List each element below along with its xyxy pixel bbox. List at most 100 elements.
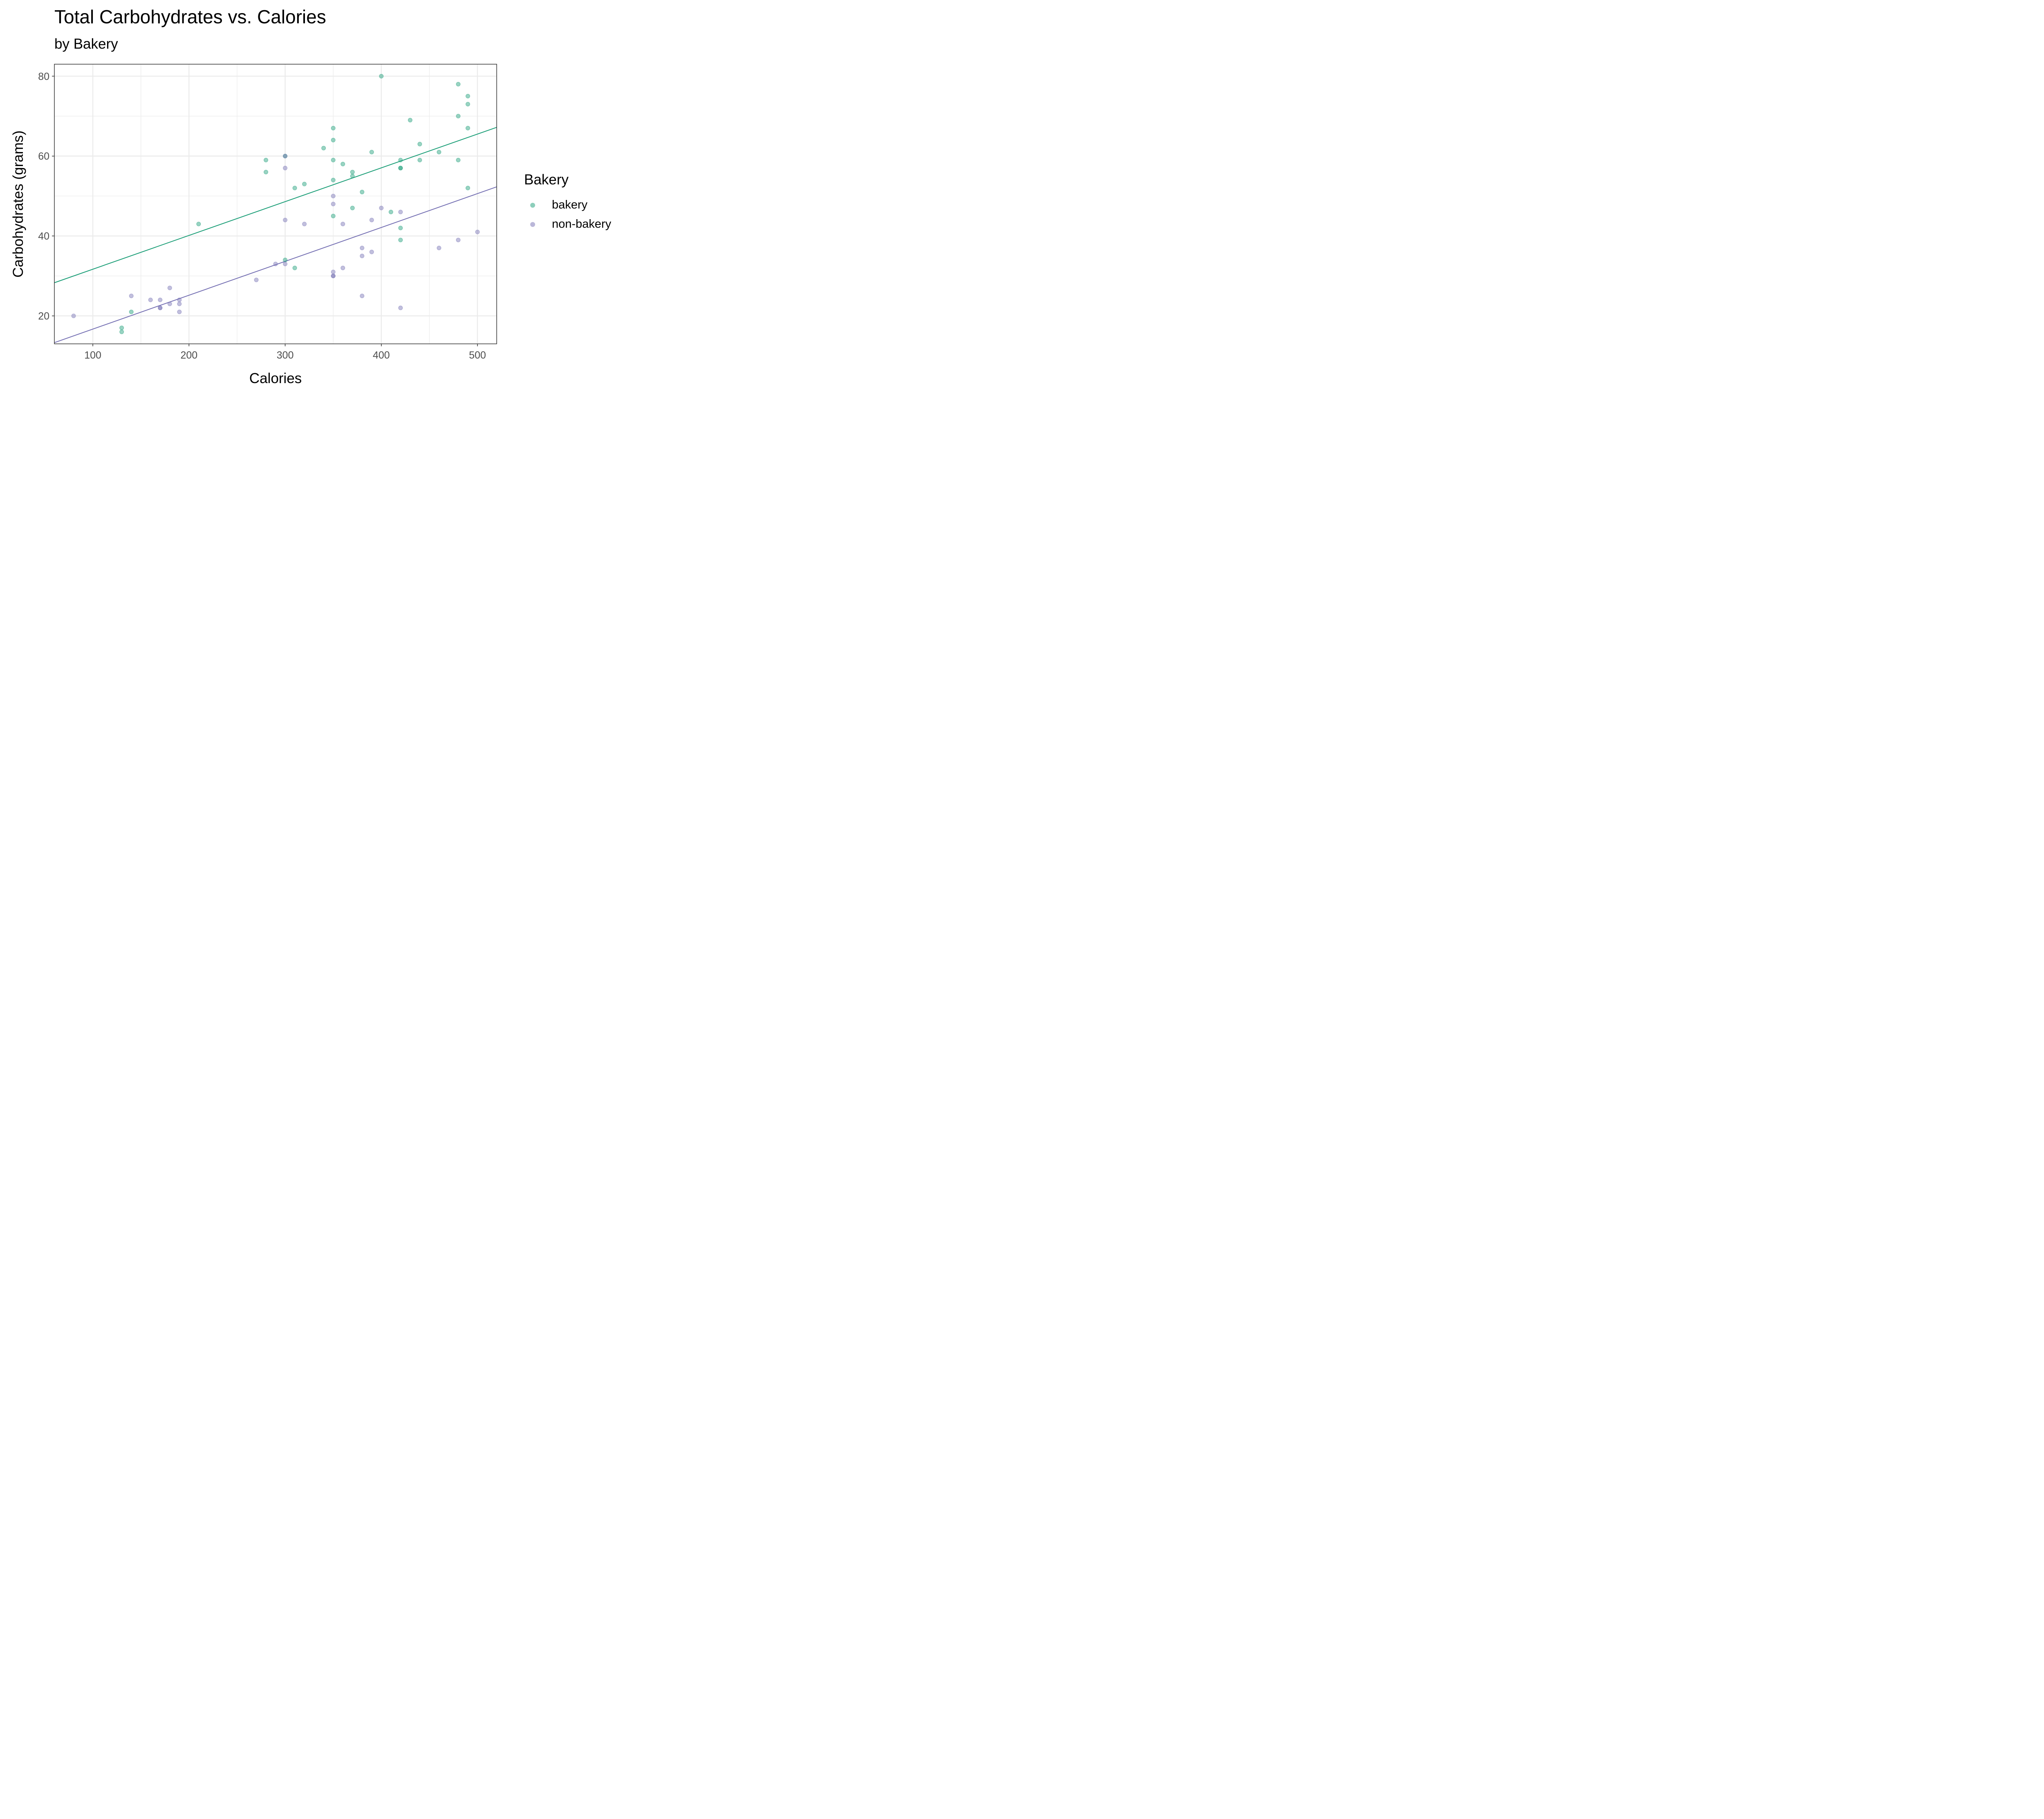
data-point-non-bakery [331, 202, 336, 206]
data-point-non-bakery [369, 249, 374, 254]
data-point-bakery [398, 158, 403, 163]
legend-key-bakery [530, 202, 535, 208]
data-point-non-bakery [398, 305, 403, 310]
regression-line-non-bakery [54, 186, 497, 343]
data-point-non-bakery [475, 229, 480, 234]
data-points [71, 74, 480, 334]
data-point-non-bakery [283, 154, 288, 159]
chart-title: Total Carbohydrates vs. Calories [54, 6, 326, 27]
y-tick-label: 80 [38, 71, 49, 82]
data-point-bakery [331, 177, 336, 182]
data-point-bakery [437, 150, 442, 155]
grid-minor [54, 64, 497, 344]
data-point-non-bakery [302, 222, 307, 227]
data-point-bakery [331, 138, 336, 143]
y-tick-label: 60 [38, 151, 49, 162]
data-point-bakery [465, 102, 470, 107]
chart-subtitle: by Bakery [54, 36, 118, 52]
data-point-non-bakery [71, 314, 76, 318]
x-axis: 100 200 300 400 500 [84, 344, 486, 361]
y-axis-title: Carbohydrates (grams) [10, 130, 26, 278]
data-point-non-bakery [167, 301, 172, 306]
data-point-non-bakery [148, 298, 153, 303]
data-point-bakery [263, 170, 268, 175]
regression-line-bakery [54, 127, 497, 283]
data-point-bakery [465, 94, 470, 99]
data-point-non-bakery [273, 262, 278, 267]
data-point-non-bakery [341, 265, 345, 270]
data-point-bakery [292, 265, 297, 270]
data-point-bakery [465, 126, 470, 130]
data-point-bakery [196, 222, 201, 227]
legend-title: Bakery [524, 172, 569, 188]
x-tick-label: 100 [84, 350, 101, 361]
scatter-chart: 100 200 300 400 500 20 40 60 80 Calories Carboh… [10, 64, 497, 386]
data-point-bakery [331, 158, 336, 163]
data-point-non-bakery [341, 222, 345, 227]
data-point-bakery [350, 174, 355, 179]
data-point-bakery [350, 206, 355, 211]
data-point-non-bakery [360, 294, 365, 298]
data-point-non-bakery [158, 298, 163, 303]
x-tick-label: 300 [277, 350, 294, 361]
data-point-bakery [398, 166, 403, 170]
data-point-non-bakery [283, 218, 288, 222]
data-point-bakery [302, 182, 307, 186]
data-point-bakery [398, 238, 403, 242]
data-point-non-bakery [129, 294, 134, 298]
data-point-bakery [388, 210, 393, 215]
data-point-non-bakery [398, 210, 403, 215]
x-tick-label: 400 [373, 350, 390, 361]
data-point-bakery [456, 114, 461, 119]
data-point-non-bakery [283, 262, 288, 267]
data-point-non-bakery [369, 218, 374, 222]
data-point-bakery [379, 74, 384, 79]
y-tick-label: 40 [38, 231, 49, 242]
data-point-bakery [465, 186, 470, 191]
grid-major [54, 64, 497, 344]
data-point-bakery [398, 226, 403, 231]
panel-border [54, 64, 497, 344]
data-point-non-bakery [331, 269, 336, 274]
data-point-bakery [331, 213, 336, 218]
data-point-bakery [331, 126, 336, 130]
x-axis-title: Calories [249, 370, 302, 386]
data-point-bakery [417, 141, 422, 146]
y-tick-label: 20 [38, 311, 49, 322]
data-point-bakery [408, 118, 412, 123]
data-point-non-bakery [331, 274, 336, 278]
data-point-bakery [292, 186, 297, 191]
data-point-non-bakery [360, 253, 365, 258]
data-point-non-bakery [167, 285, 172, 290]
data-point-bakery [129, 310, 134, 314]
data-point-bakery [321, 146, 326, 150]
data-point-non-bakery [331, 193, 336, 198]
legend: Bakery bakery non-bakery [524, 172, 611, 234]
data-point-non-bakery [158, 305, 163, 310]
data-point-bakery [360, 190, 365, 195]
data-point-non-bakery [177, 298, 182, 303]
data-point-bakery [119, 325, 124, 330]
legend-label-bakery: bakery [552, 198, 588, 211]
data-point-bakery [456, 158, 461, 163]
data-point-bakery [417, 158, 422, 163]
legend-key-non-bakery [530, 222, 535, 227]
data-point-bakery [350, 170, 355, 175]
data-point-non-bakery [360, 245, 365, 250]
regression-lines [54, 127, 497, 343]
legend-item-bakery: bakery [524, 195, 611, 215]
data-point-non-bakery [283, 166, 288, 170]
data-point-bakery [456, 82, 461, 87]
data-point-bakery [341, 161, 345, 166]
data-point-non-bakery [254, 278, 259, 283]
data-point-non-bakery [437, 245, 442, 250]
data-point-non-bakery [177, 301, 182, 306]
legend-item-non-bakery: non-bakery [524, 215, 611, 234]
data-point-non-bakery [456, 238, 461, 242]
legend-label-non-bakery: non-bakery [552, 218, 612, 231]
y-axis: 20 40 60 80 [38, 71, 54, 322]
data-point-non-bakery [379, 206, 384, 211]
data-point-bakery [119, 330, 124, 334]
data-point-non-bakery [177, 310, 182, 314]
data-point-bakery [369, 150, 374, 155]
